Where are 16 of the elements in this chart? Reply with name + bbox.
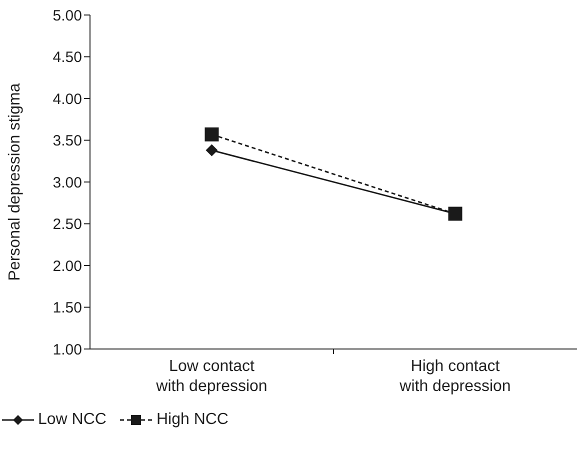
x-tick-label: High contact with depression	[398, 358, 511, 395]
y-tick-label: 3.50	[52, 132, 82, 150]
x-tick-label: Low contact with depression	[155, 358, 268, 395]
y-tick-label: 4.50	[52, 49, 82, 66]
y-tick-label: 2.00	[52, 258, 82, 275]
y-tick-label: 4.00	[52, 90, 82, 108]
point	[206, 144, 218, 156]
y-tick-label: 2.50	[52, 216, 82, 234]
y-tick-label: 5.00	[52, 7, 82, 24]
y-tick-label: 1.50	[52, 300, 82, 317]
legend-label: High NCC	[156, 411, 228, 429]
y-tick-label: 1.00	[52, 341, 82, 358]
y-tick-label: 3.00	[52, 174, 82, 192]
legend-label: Low NCC	[38, 411, 106, 429]
y-axis-title: Personal depression stigma	[6, 83, 24, 281]
point	[204, 127, 219, 142]
